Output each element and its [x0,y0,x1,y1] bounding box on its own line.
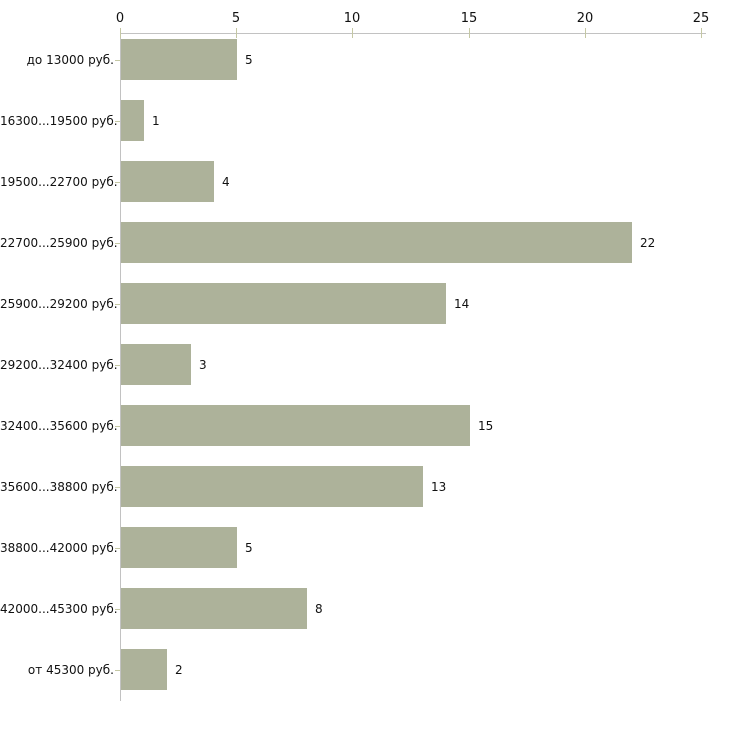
bar [121,649,167,690]
x-axis-line [120,33,706,34]
category-label: 16300...19500 руб. [0,114,118,128]
category-label: 22700...25900 руб. [0,236,118,250]
y-tick-mark [115,304,120,305]
x-tick-mark [236,28,237,38]
y-tick-mark [115,365,120,366]
category-label: до 13000 руб. [26,53,114,67]
bar [121,222,632,263]
category-label: 19500...22700 руб. [0,175,118,189]
y-tick-mark [115,548,120,549]
category-label: 35600...38800 руб. [0,480,118,494]
category-label: 42000...45300 руб. [0,602,118,616]
category-label: 29200...32400 руб. [0,358,118,372]
y-tick-mark [115,60,120,61]
category-label: 32400...35600 руб. [0,419,118,433]
value-label: 15 [478,419,494,433]
x-tick-label: 20 [576,11,594,26]
x-tick-mark [352,28,353,38]
value-label: 8 [315,602,323,616]
bar [121,283,446,324]
y-tick-mark [115,243,120,244]
y-tick-mark [115,182,120,183]
y-tick-mark [115,609,120,610]
x-tick-mark [469,28,470,38]
value-label: 13 [431,480,447,494]
category-label: 25900...29200 руб. [0,297,118,311]
category-label: от 45300 руб. [27,663,114,677]
y-tick-mark [115,670,120,671]
category-label: 38800...42000 руб. [0,541,118,555]
x-tick-label: 15 [460,11,478,26]
y-tick-mark [115,121,120,122]
x-tick-label: 0 [115,11,125,26]
y-tick-mark [115,426,120,427]
bar [121,161,214,202]
bar [121,100,144,141]
value-label: 5 [245,53,253,67]
value-label: 14 [454,297,470,311]
y-tick-mark [115,487,120,488]
bar [121,405,470,446]
y-axis-line [120,33,121,701]
x-tick-label: 5 [231,11,241,26]
x-tick-mark [701,28,702,38]
value-label: 22 [640,236,656,250]
value-label: 1 [152,114,160,128]
x-tick-mark [120,28,121,38]
x-tick-mark [585,28,586,38]
value-label: 3 [199,358,207,372]
x-tick-label: 10 [343,11,361,26]
bar [121,527,237,568]
value-label: 4 [222,175,230,189]
bar [121,344,191,385]
value-label: 2 [175,663,183,677]
x-tick-label: 25 [692,11,710,26]
value-label: 5 [245,541,253,555]
bar [121,39,237,80]
bar [121,466,423,507]
bar [121,588,307,629]
